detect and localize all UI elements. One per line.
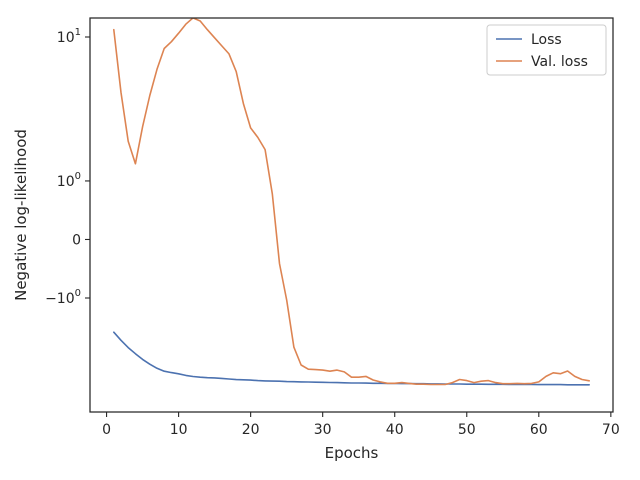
y-tick-label: −100 bbox=[45, 288, 81, 307]
plot-frame bbox=[89, 17, 614, 413]
y-tick-label: 100 bbox=[57, 171, 81, 190]
legend: Loss Val. loss bbox=[486, 24, 607, 76]
y-axis-label: Negative log-likelihood bbox=[12, 129, 30, 301]
x-tick-label: 40 bbox=[386, 422, 404, 438]
x-tick-label: 10 bbox=[170, 422, 188, 438]
x-tick-label: 60 bbox=[530, 422, 548, 438]
x-tick-label: 20 bbox=[242, 422, 260, 438]
y-axis-ticks: 101 100 0 −100 bbox=[45, 27, 90, 307]
x-tick-label: 0 bbox=[102, 422, 111, 438]
x-tick-label: 30 bbox=[314, 422, 332, 438]
legend-box bbox=[486, 24, 607, 76]
x-axis-ticks: 0 10 20 30 40 50 60 70 bbox=[102, 412, 620, 438]
y-tick-label: 0 bbox=[72, 232, 81, 248]
x-tick-label: 70 bbox=[602, 422, 620, 438]
x-axis-label: Epochs bbox=[325, 444, 379, 462]
legend-label: Loss bbox=[531, 32, 562, 48]
series-lines bbox=[113, 18, 591, 386]
y-tick-label: 101 bbox=[57, 27, 81, 46]
series-line-1 bbox=[113, 18, 591, 386]
x-tick-label: 50 bbox=[458, 422, 476, 438]
legend-label: Val. loss bbox=[531, 54, 588, 70]
